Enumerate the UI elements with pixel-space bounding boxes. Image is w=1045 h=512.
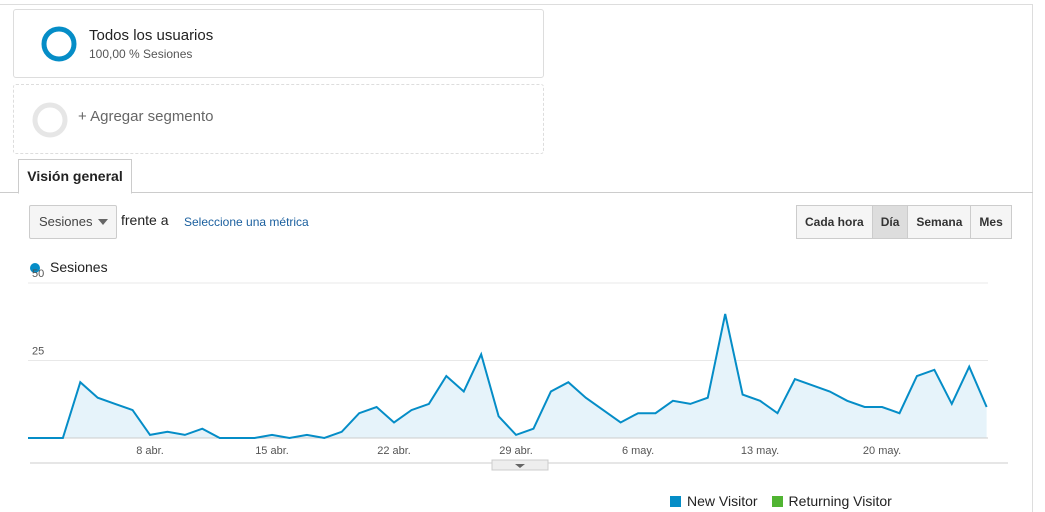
- granularity-button[interactable]: Semana: [907, 205, 972, 239]
- add-segment-label: + Agregar segmento: [78, 108, 214, 125]
- versus-label: frente a: [121, 212, 169, 228]
- metric-select[interactable]: Sesiones: [29, 205, 117, 239]
- x-tick-label: 8 abr.: [136, 445, 164, 457]
- metric-select-label: Sesiones: [39, 214, 93, 229]
- line: [28, 313, 988, 440]
- x-tick-label: 29 abr.: [499, 445, 533, 457]
- legend-marker: [30, 263, 40, 273]
- legend-item: Returning Visitor: [771, 493, 892, 509]
- area: [28, 314, 987, 438]
- x-tick-label: 6 may.: [622, 445, 654, 457]
- granularity-button[interactable]: Mes: [970, 205, 1012, 239]
- right-border: [1032, 4, 1033, 512]
- legend-swatch: [771, 495, 783, 507]
- legend-label: Returning Visitor: [788, 493, 892, 509]
- add-segment-icon: [32, 102, 68, 138]
- granularity-button[interactable]: Día: [871, 205, 909, 239]
- legend-swatch: [670, 495, 681, 507]
- x-tick-label: 15 abr.: [255, 445, 289, 457]
- y-tick-label: 25: [32, 346, 44, 358]
- legend-label: New Visitor: [687, 493, 758, 509]
- tab[interactable]: Visión general: [18, 159, 132, 194]
- legend-label: Sesiones: [50, 259, 108, 275]
- x-tick-label: 22 abr.: [377, 445, 411, 457]
- segment-subtitle: 100,00 % Sesiones: [89, 47, 193, 61]
- expand-arrow: [515, 464, 525, 468]
- legend-item: New Visitor: [670, 493, 758, 509]
- select-metric-link[interactable]: Seleccione una métrica: [184, 215, 309, 229]
- chart: Sesiones 25 50 8 abr. 15 abr. 22 abr. 29 abr. 6…: [28, 259, 1008, 471]
- y-tick-label: 50: [32, 268, 44, 280]
- x-tick-label: 13 may.: [741, 445, 779, 457]
- top-border: [0, 4, 1033, 5]
- granularity-button[interactable]: Cada hora: [796, 205, 873, 239]
- granularity-buttons: Cada hora Día Semana Mes: [796, 205, 1012, 239]
- segment-card[interactable]: Todos los usuarios 100,00 % Sesiones: [13, 9, 544, 78]
- x-tick-label: 20 may.: [863, 445, 901, 457]
- add-segment[interactable]: + Agregar segmento: [13, 84, 544, 154]
- segment-title: Todos los usuarios: [89, 27, 214, 44]
- visitor-legend: New Visitor Returning Visitor: [670, 493, 906, 509]
- dropdown-arrow: [98, 219, 108, 225]
- segment-icon: [41, 26, 77, 62]
- tab-line: [0, 192, 1033, 193]
